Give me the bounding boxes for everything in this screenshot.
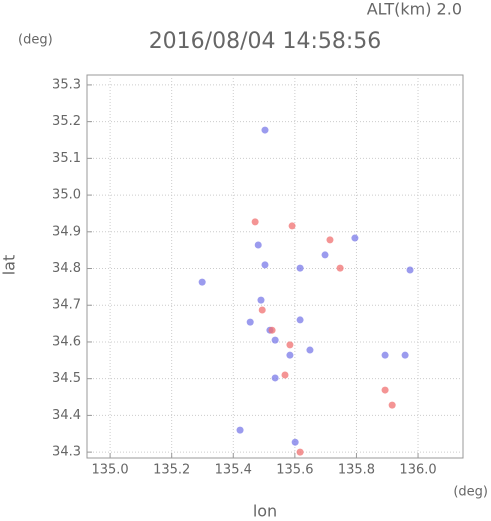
x-tick-label: 136.0	[399, 463, 436, 478]
x-unit: (deg)	[453, 485, 488, 500]
echo-point	[271, 336, 279, 344]
x-tick-label: 135.4	[215, 463, 252, 478]
echo-point	[291, 438, 299, 446]
echo-point	[198, 278, 206, 286]
echo-point	[251, 218, 259, 226]
echo-point	[321, 251, 329, 259]
echo-point	[296, 448, 304, 456]
y-tick-label: 34.5	[52, 371, 81, 386]
y-tick-label: 34.3	[52, 445, 81, 460]
echo-point	[306, 346, 314, 354]
y-axis-label: lat	[0, 255, 19, 276]
echo-point	[381, 386, 389, 394]
echo-point	[381, 351, 389, 359]
echo-point	[271, 374, 279, 382]
y-tick-label: 34.9	[52, 224, 81, 239]
echo-point	[286, 351, 294, 359]
y-tick-label: 35.2	[52, 114, 81, 129]
echo-point	[326, 236, 334, 244]
x-tick-label: 135.0	[91, 463, 128, 478]
y-tick-label: 35.0	[52, 188, 81, 203]
x-tick-label: 135.2	[153, 463, 190, 478]
echo-point	[336, 264, 344, 272]
echo-point	[401, 351, 409, 359]
x-tick-label: 135.8	[338, 463, 375, 478]
echo-point	[258, 306, 266, 314]
y-tick-label: 34.4	[52, 408, 81, 423]
y-tick-label: 34.8	[52, 261, 81, 276]
chart-subtitle: ALT(km) 2.0	[367, 0, 462, 19]
echo-point	[261, 126, 269, 134]
y-tick-label: 35.3	[52, 77, 81, 92]
echo-point	[257, 296, 265, 304]
y-tick-label: 34.7	[52, 298, 81, 313]
echo-point	[236, 426, 244, 434]
echo-point	[388, 401, 396, 409]
echo-point	[296, 264, 304, 272]
y-tick-label: 35.1	[52, 151, 81, 166]
echo-point	[296, 316, 304, 324]
y-tick-label: 34.6	[52, 334, 81, 349]
echo-point	[254, 241, 262, 249]
plot-frame	[86, 74, 464, 459]
echo-point	[246, 318, 254, 326]
chart-title: 2016/08/04 14:58:56	[149, 29, 382, 54]
y-unit: (deg)	[18, 33, 53, 48]
x-axis-label: lon	[253, 502, 277, 521]
echo-point	[268, 326, 276, 334]
echo-point	[261, 261, 269, 269]
echo-point	[406, 266, 414, 274]
echo-point	[281, 371, 289, 379]
echo-point	[351, 234, 359, 242]
echo-point	[286, 341, 294, 349]
echo-point	[288, 222, 296, 230]
x-tick-label: 135.6	[276, 463, 313, 478]
